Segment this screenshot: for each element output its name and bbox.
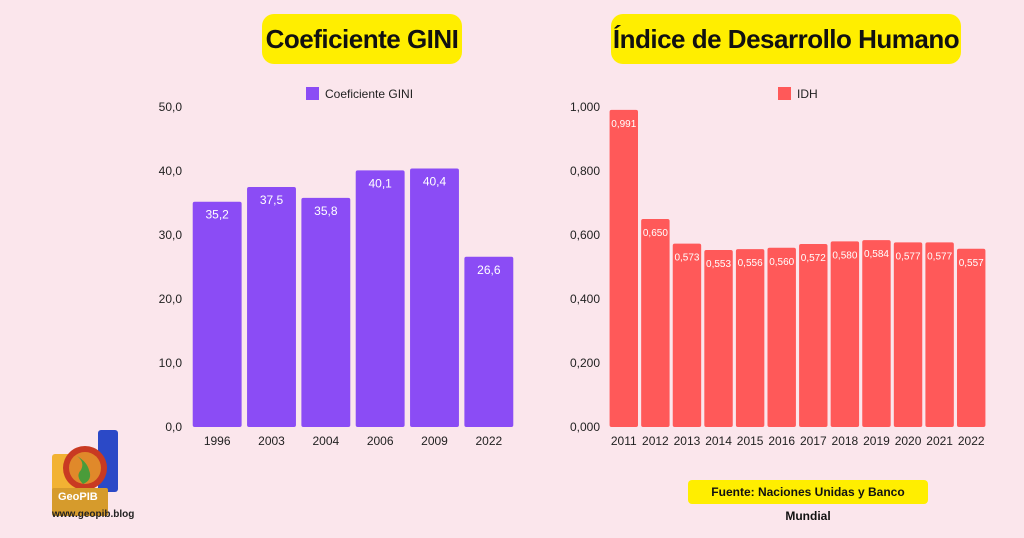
idh-bar [735,249,765,427]
idh-legend-label: IDH [797,87,818,101]
idh-x-tick-label: 2017 [800,434,827,448]
idh-value-label: 0,557 [959,258,984,269]
idh-y-tick-label: 1,000 [570,100,600,114]
idh-bar [641,219,670,427]
idh-x-tick-label: 2021 [926,434,953,448]
idh-value-label: 0,560 [769,257,794,268]
idh-bar [893,242,923,427]
idh-value-label: 0,650 [643,228,668,239]
gini-y-tick-label: 40,0 [159,164,183,178]
gini-x-tick-label: 1996 [204,434,231,448]
gini-bar [192,201,242,427]
idh-bar [767,247,796,427]
idh-x-tick-label: 2020 [895,434,922,448]
idh-chart-title: Índice de Desarrollo Humano [611,14,961,64]
idh-x-tick-label: 2015 [737,434,764,448]
idh-bar [925,242,954,427]
idh-value-label: 0,553 [706,259,731,270]
idh-value-label: 0,572 [801,253,826,264]
logo-name: GeoPIB [58,491,98,503]
idh-x-tick-label: 2014 [705,434,732,448]
idh-bar [799,243,828,427]
idh-bar [609,109,639,427]
idh-x-tick-label: 2022 [958,434,985,448]
gini-value-label: 35,2 [205,208,229,222]
idh-legend-swatch [778,87,791,100]
gini-y-tick-label: 0,0 [165,420,182,434]
gini-legend-label: Coeficiente GINI [325,87,413,101]
idh-value-label: 0,577 [927,251,952,262]
idh-y-tick-label: 0,400 [570,292,600,306]
idh-bar [830,241,860,427]
idh-x-tick-label: 2018 [832,434,859,448]
idh-y-tick-label: 0,200 [570,356,600,370]
geopib-logo [52,430,118,516]
idh-x-tick-label: 2011 [611,434,637,448]
gini-x-tick-label: 2022 [475,434,502,448]
gini-value-label: 26,6 [477,263,501,277]
gini-bar [410,168,459,427]
idh-value-label: 0,580 [832,250,857,261]
idh-bar [704,250,733,427]
idh-x-tick-label: 2012 [642,434,669,448]
gini-legend-swatch [306,87,319,100]
gini-x-tick-label: 2009 [421,434,448,448]
idh-x-tick-label: 2016 [768,434,795,448]
gini-y-tick-label: 20,0 [159,292,183,306]
gini-bar [247,187,296,427]
gini-x-tick-label: 2006 [367,434,394,448]
idh-value-label: 0,584 [864,249,889,260]
gini-x-tick-label: 2004 [312,434,339,448]
gini-value-label: 35,8 [314,204,338,218]
gini-value-label: 40,4 [423,174,447,188]
gini-chart-title: Coeficiente GINI [262,14,462,64]
gini-y-tick-label: 10,0 [159,356,183,370]
idh-x-tick-label: 2019 [863,434,890,448]
gini-value-label: 40,1 [368,176,392,190]
idh-y-tick-label: 0,800 [570,164,600,178]
idh-bar [672,243,702,427]
idh-bar [956,248,986,427]
logo-url: www.geopib.blog [52,509,135,520]
gini-bar [301,197,351,427]
gini-value-label: 37,5 [260,193,284,207]
idh-value-label: 0,577 [896,251,921,262]
gini-y-tick-label: 50,0 [159,100,183,114]
idh-value-label: 0,573 [674,253,699,264]
gini-bar [355,170,405,428]
idh-x-tick-label: 2013 [674,434,701,448]
gini-y-tick-label: 30,0 [159,228,183,242]
idh-value-label: 0,556 [738,258,763,269]
gini-bar [464,256,514,427]
idh-y-tick-label: 0,600 [570,228,600,242]
idh-y-tick-label: 0,000 [570,420,600,434]
idh-bar [862,240,891,427]
gini-x-tick-label: 2003 [258,434,285,448]
source-note: Fuente: Naciones Unidas y Banco Mundial [688,480,928,523]
idh-value-label: 0,991 [611,119,636,130]
